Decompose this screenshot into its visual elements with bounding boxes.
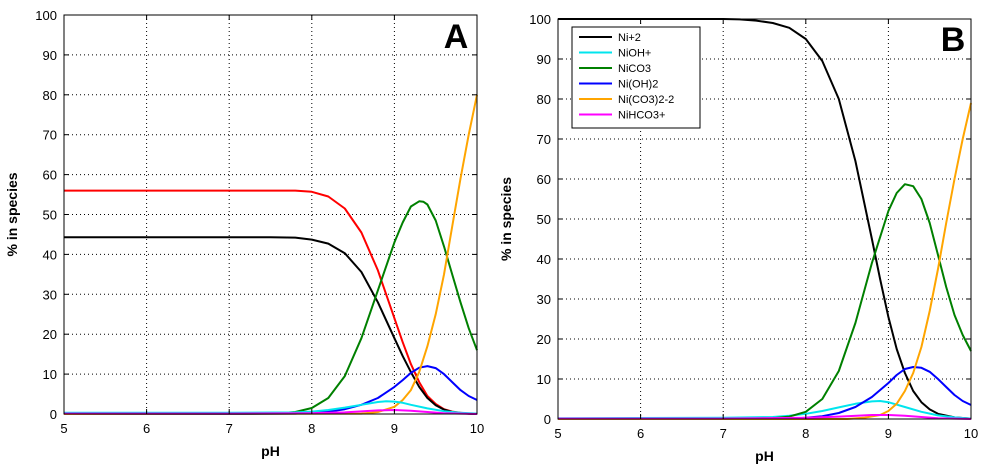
y-tick-label: 0	[544, 412, 551, 427]
x-tick-label: 7	[226, 421, 233, 436]
x-tick-label: 10	[470, 421, 484, 436]
y-axis-label: % in species	[498, 177, 514, 261]
series-line-Ni(CO3)2-2	[558, 102, 972, 420]
legend-label: NiCO3	[618, 63, 651, 75]
series-line-NiCO3	[558, 183, 972, 420]
x-axis-label: pH	[261, 443, 280, 459]
legend: Ni+2 NiOH+ NiCO3 Ni(OH)2 Ni(CO3)2-2 NiHCO3+	[571, 26, 701, 129]
y-tick-label: 60	[537, 172, 551, 187]
panel-letter: B	[941, 21, 966, 59]
x-tick-label: 8	[802, 426, 809, 441]
legend-label: NiHCO3+	[618, 110, 665, 122]
x-tick-label: 8	[308, 421, 315, 436]
series-line-Ni+2	[558, 18, 972, 420]
y-tick-label: 40	[537, 252, 551, 267]
panel-letter: A	[444, 18, 469, 56]
legend-label: Ni(CO3)2-2	[618, 94, 674, 106]
y-tick-label: 100	[529, 12, 551, 27]
y-tick-label: 40	[43, 247, 57, 262]
y-tick-label: 90	[537, 52, 551, 67]
x-tick-label: 10	[964, 426, 978, 441]
series-line-curve-1	[64, 236, 478, 415]
y-tick-label: 10	[537, 372, 551, 387]
series-line-Ni(OH)2	[558, 366, 972, 420]
y-tick-label: 10	[43, 367, 57, 382]
y-tick-label: 20	[43, 327, 57, 342]
y-tick-label: 100	[35, 8, 57, 23]
y-tick-label: 50	[537, 212, 551, 227]
y-tick-label: 70	[43, 128, 57, 143]
series-line-curve-4	[63, 94, 478, 415]
y-axis-label: % in species	[4, 172, 20, 256]
y-tick-label: 20	[537, 332, 551, 347]
y-tick-label: 30	[43, 287, 57, 302]
y-tick-label: 30	[537, 292, 551, 307]
y-tick-label: 80	[537, 92, 551, 107]
series-line-curve-5	[64, 400, 478, 415]
x-tick-label: 7	[720, 426, 727, 441]
series-line-curve-2	[64, 200, 478, 415]
x-tick-label: 5	[60, 421, 67, 436]
y-tick-label: 80	[43, 88, 57, 103]
legend-box	[571, 26, 701, 129]
y-tick-label: 60	[43, 168, 57, 183]
x-axis-label: pH	[755, 448, 774, 464]
y-tick-label: 0	[50, 407, 57, 422]
legend-label: Ni(OH)2	[618, 79, 658, 91]
y-tick-label: 90	[43, 48, 57, 63]
x-tick-label: 9	[885, 426, 892, 441]
plot-frame	[63, 14, 478, 415]
x-tick-label: 5	[554, 426, 561, 441]
y-tick-label: 50	[43, 208, 57, 223]
legend-label: NiOH+	[618, 48, 651, 60]
legend-label: Ni+2	[618, 32, 641, 44]
y-tick-label: 70	[537, 132, 551, 147]
x-tick-label: 6	[143, 421, 150, 436]
x-tick-label: 9	[391, 421, 398, 436]
x-tick-label: 6	[637, 426, 644, 441]
